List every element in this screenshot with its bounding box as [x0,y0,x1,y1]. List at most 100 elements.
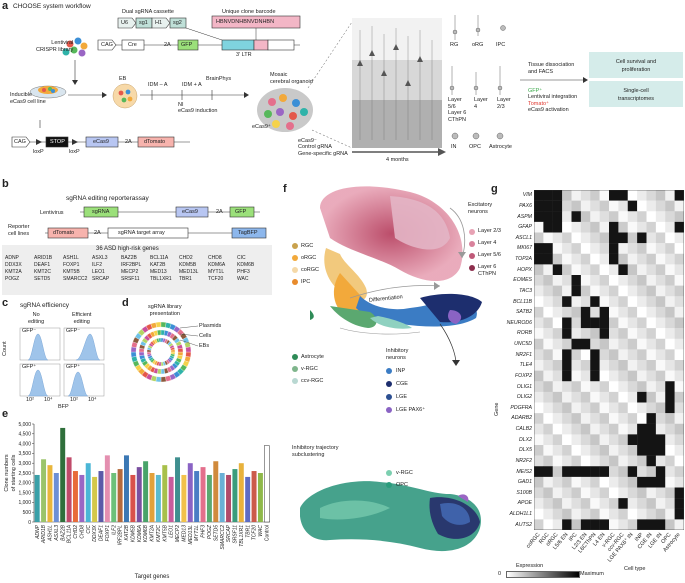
heatmap-cell [627,285,638,297]
brainphys-label: BrainPhys [206,76,232,82]
heatmap-cell [665,434,675,446]
heatmap-cell [580,360,591,371]
heatmap-cell [646,498,657,509]
dot-lge [386,394,392,400]
gene: SRSF11 [121,276,140,282]
heatmap-cell [665,402,675,414]
gene: IRF2BPL [121,262,142,268]
heatmap-cell [580,211,591,223]
heatmap-cell [674,253,684,265]
heatmap-cell [590,349,600,361]
heatmap-cell [552,370,563,382]
heatmap-cell [655,423,666,435]
heatmap-cell [609,402,619,414]
ring-segment [130,351,137,358]
heatmap-cell [599,275,610,286]
bar-setd5 [213,461,219,522]
heatmap-cell [655,253,666,265]
y-tick-label: 2,500 [18,471,31,477]
heatmap-cell [646,519,657,530]
heatmap-cell [543,296,553,308]
lentivirus-label: Lentivirus [40,210,64,216]
heatmap-cell [599,317,610,329]
cassette-sg1: sg1 [139,20,148,26]
b-ecas9-label: eCas9 [182,209,198,215]
heatmap-cell [627,211,638,223]
heatmap-cell [562,349,572,361]
heatmap-cell [590,487,600,499]
bar-smarcc2 [219,473,225,522]
inh-cge: CGE [396,381,408,387]
heatmap-cell [609,370,619,382]
heatmap-cell [618,423,628,435]
heatmap-cell [599,360,610,371]
heatmap-cell [543,253,553,265]
heatmap-cell [599,391,610,403]
heatmap-cell [618,317,628,329]
gene: CHD8 [208,255,222,261]
heatmap-cell [637,445,647,456]
heatmap-cell [552,253,563,265]
heatmap-cell [562,381,572,393]
heatmap-cell [674,402,684,414]
heatmap-cell [674,306,684,318]
gene: MED13L [179,269,199,275]
heatmap-cell [534,413,544,424]
exc-layer23: Layer 2/3 [478,228,501,234]
heatmap-gene-label: AUTS2 [515,521,532,528]
gene: CIC [237,255,246,261]
heatmap-cell [665,221,675,233]
bar-bcl11a [66,457,72,522]
heatmap-cell [580,221,591,233]
heatmap-cell [674,338,684,350]
bar-mecp2 [175,457,181,522]
gene: DEAF1 [34,262,51,268]
panel-a-title: CHOOSE system workflow [13,3,91,10]
heatmap-cell [609,264,619,276]
bar-irf2bpl [117,469,123,522]
heatmap-cell [590,476,600,488]
b-dtomato-label: dTomato [53,230,75,236]
heatmap-cell [580,434,591,446]
heatmap-cell [674,190,684,201]
cortex-layers [352,18,442,148]
heatmap-cell [674,381,684,393]
heatmap-cell [655,328,666,339]
gene: ASXL3 [92,255,108,261]
cell-ipc: IPC [496,42,506,48]
heatmap-cell [665,487,675,499]
heatmap-cell [665,232,675,244]
heatmap-cell [599,413,610,424]
heatmap-gene-label: VIM [522,192,532,199]
heatmap-cell [580,190,591,201]
y-tick-label: 4,500 [18,432,31,438]
heatmap-cell [646,296,657,308]
bar-phf3 [200,467,206,522]
bar-pogz [206,474,212,522]
heatmap-cell [571,275,582,286]
panel-a-label: a [2,0,9,12]
x-tick-label: ASXL3 [54,525,60,542]
c-col1: No editing [28,312,45,325]
heatmap-cell [665,476,675,488]
heatmap-cell [637,360,647,371]
heatmap-cell [552,349,563,361]
heatmap-cell [618,381,628,393]
heatmap-cell [627,498,638,509]
x-tick-label: ARID1B [41,524,47,544]
dot-layer4 [469,241,475,247]
dot-vrgc [292,366,298,372]
heatmap-cell [590,200,600,212]
x-tick-label: POGZ [207,524,213,539]
heatmap-cell [618,200,628,212]
heatmap-cell [580,264,591,276]
heatmap-cell [609,285,619,297]
heatmap-cell [627,455,638,467]
heatmap-cell [674,349,684,361]
heatmap-cell [637,455,647,467]
y-tick-label: 0 [28,520,31,526]
heatmap-cell [618,519,628,530]
heatmap-cell [543,445,553,456]
gfp-label: GFP [181,42,193,48]
b-2a-label: 2A [216,209,223,215]
